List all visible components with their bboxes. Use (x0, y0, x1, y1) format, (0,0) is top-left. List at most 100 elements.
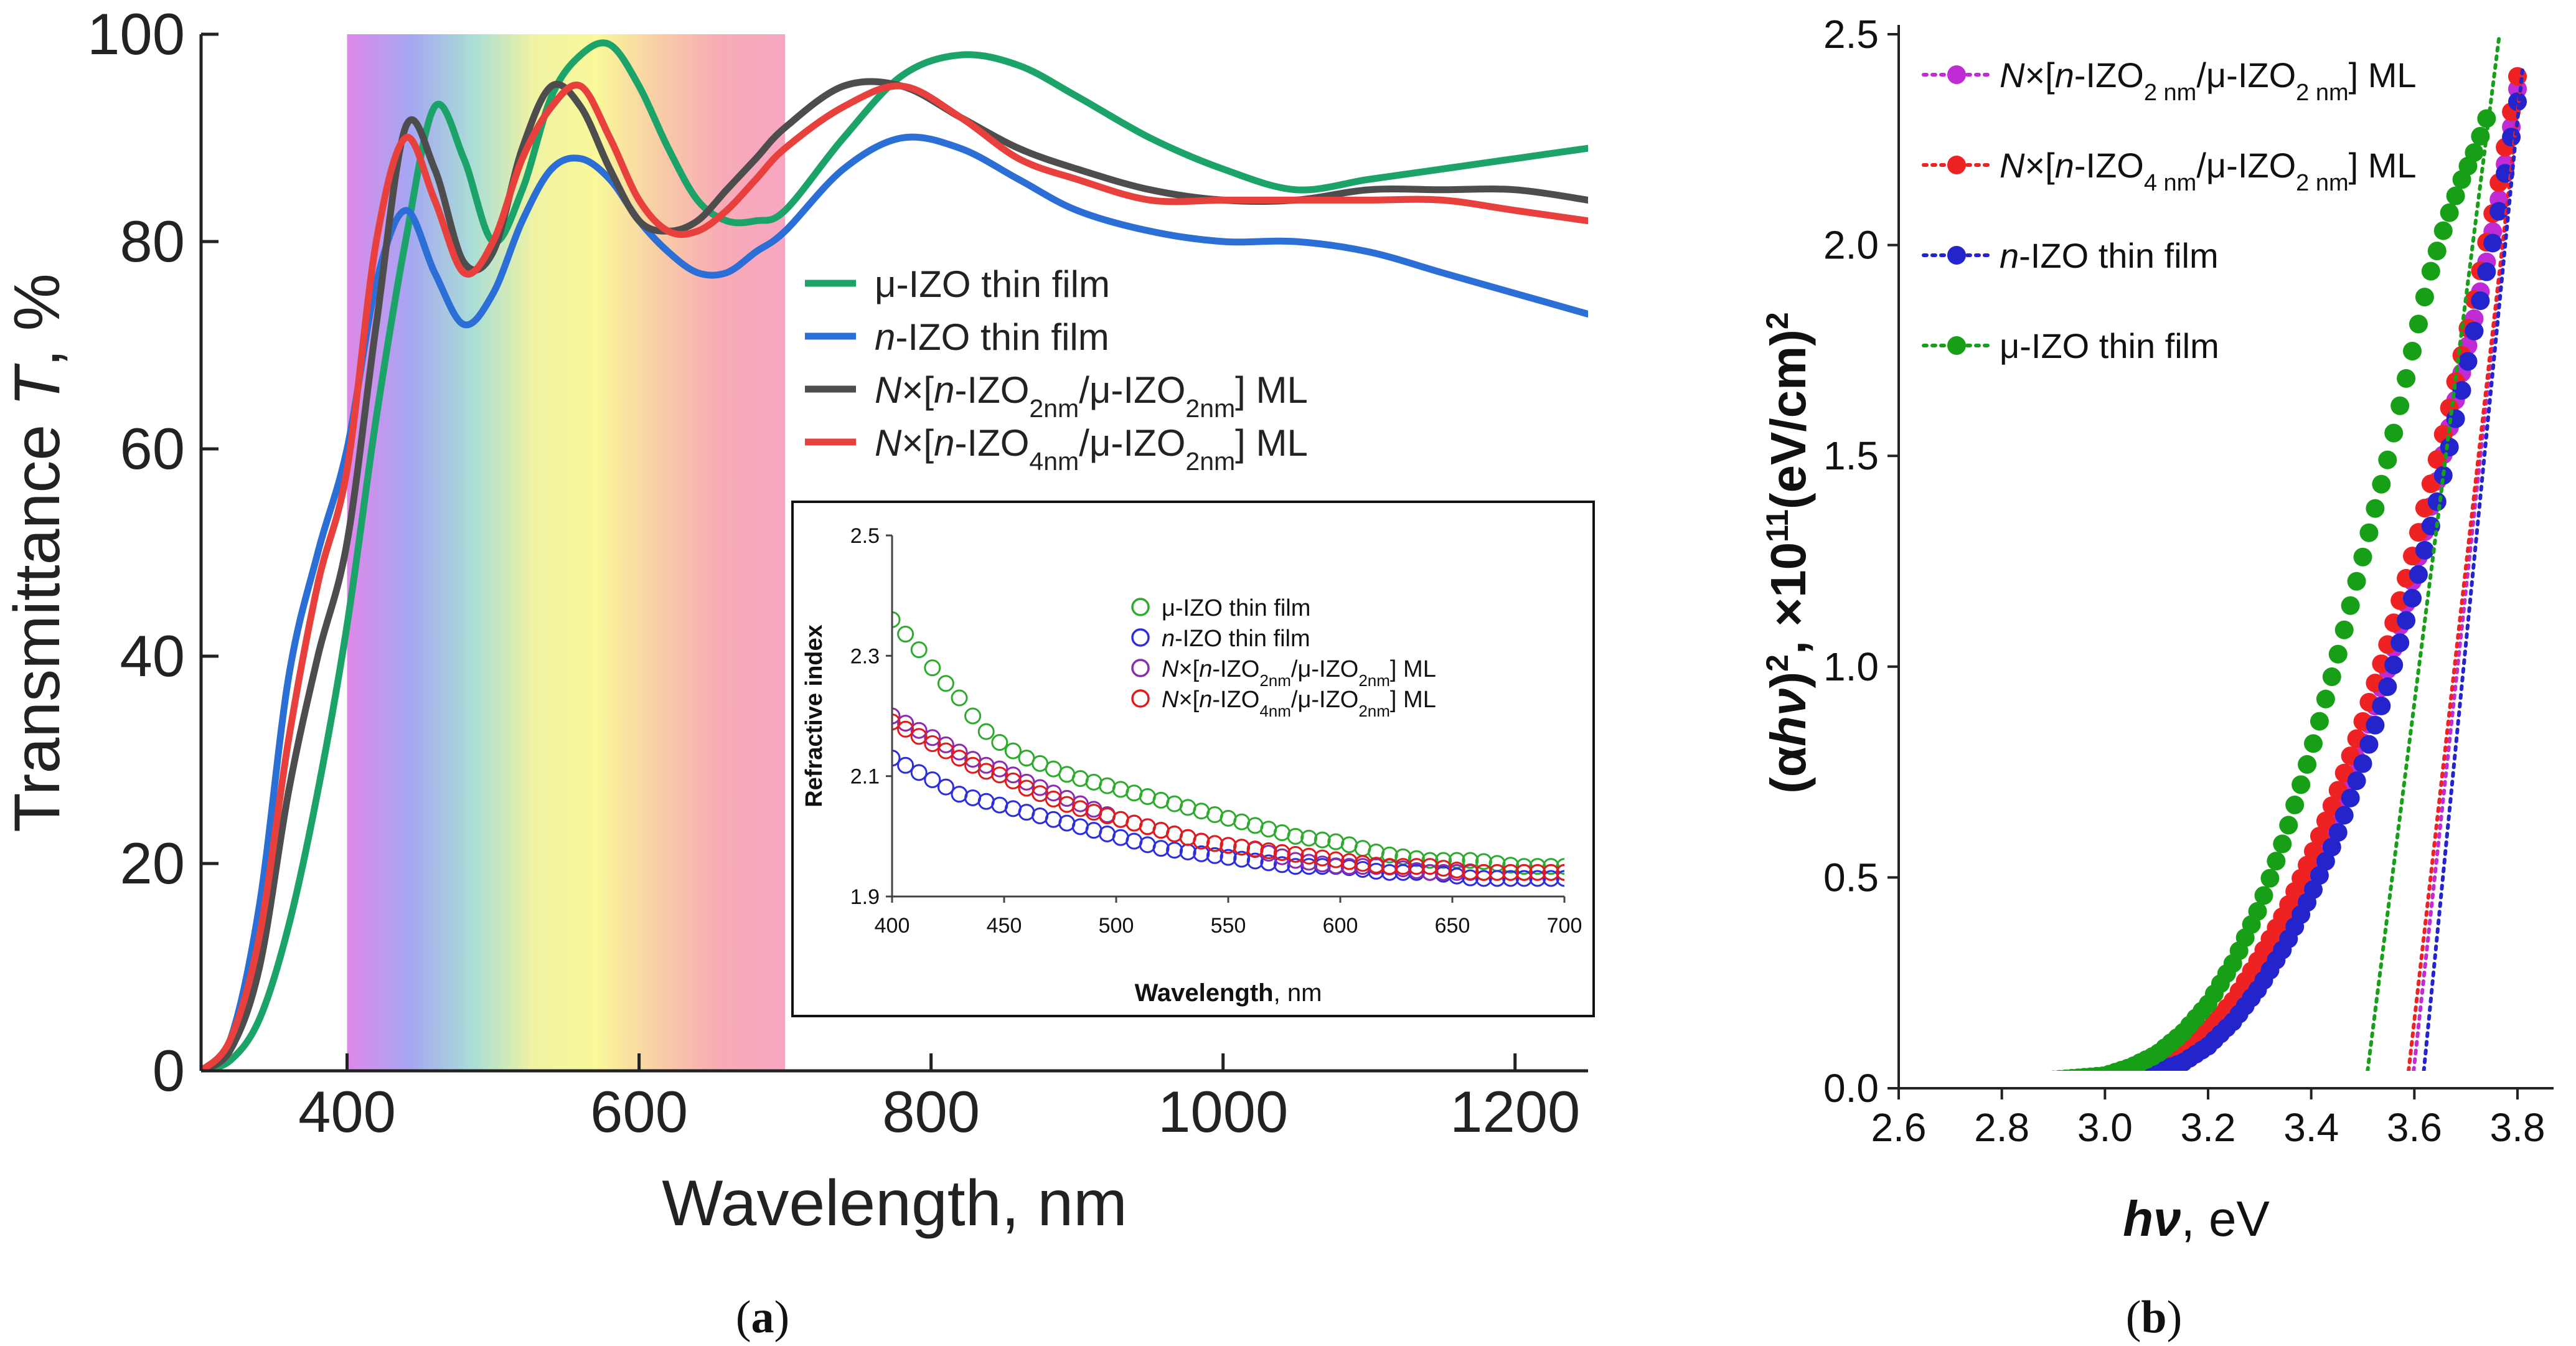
inset-point (1408, 850, 1425, 867)
data-point (2032, 1076, 2051, 1094)
data-point (2477, 262, 2496, 281)
label-part: ×[ (2024, 55, 2055, 95)
data-point (2452, 381, 2471, 400)
data-point (2328, 644, 2348, 664)
data-point (2279, 816, 2298, 835)
data-point (2372, 696, 2391, 715)
inset-point (1529, 870, 1546, 887)
inset-point (1381, 846, 1398, 864)
inset-point (1529, 864, 1546, 881)
data-point (2316, 689, 2335, 708)
inset-x-tick-label: 700 (1547, 914, 1582, 938)
legend-label: N×[n-IZO4nm/μ-IZO2nm] ML (875, 422, 1308, 476)
inset-point (951, 743, 968, 761)
inset-point (964, 751, 982, 768)
data-point (1970, 1076, 1988, 1095)
x-tick-label: 400 (298, 1079, 396, 1144)
data-point (2019, 1076, 2038, 1095)
y-tick-label: 1.0 (1823, 644, 1879, 689)
data-point (1995, 1075, 2013, 1093)
inset-point (1408, 858, 1425, 875)
inset-x-tick-label: 650 (1435, 914, 1470, 938)
data-point (2483, 233, 2503, 253)
inset-point (1004, 766, 1022, 784)
y-tick-label: 20 (120, 831, 185, 896)
data-point (2366, 499, 2385, 518)
inset-point (910, 728, 928, 745)
data-point (2026, 1076, 2044, 1095)
label-part: ] ML (2349, 146, 2417, 185)
panel-a-chart: 400 600 800 1000 1200 0 20 40 60 80 100 Wavelengt… (1, 1, 1595, 1240)
legend-label: N×[n-IZO4 nm/μ-IZO2 nm] ML (2000, 146, 2417, 196)
panel-b-caption: (b) (2126, 1292, 2182, 1343)
data-point (2353, 547, 2372, 567)
data-point (2260, 868, 2280, 888)
inset-point (1193, 845, 1210, 862)
inset-y-tick-label: 2.1 (850, 765, 880, 789)
inset-point (1246, 852, 1264, 870)
inset-point (897, 715, 914, 732)
y-tick-label: 0 (153, 1038, 185, 1103)
data-point (2341, 788, 2360, 807)
y-tick-label: 0.5 (1823, 855, 1879, 900)
label-part: 2 (1760, 312, 1795, 329)
inset-point (924, 659, 941, 677)
label-part: ) (1760, 672, 1816, 689)
inset-x-label-rest: , nm (1274, 979, 1322, 1007)
inset-point (897, 720, 914, 738)
inset-series-0 (892, 611, 1564, 875)
data-point (2397, 611, 2416, 630)
inset-point (1381, 858, 1398, 875)
data-point (2347, 572, 2366, 591)
label-part: 2nm (1259, 671, 1291, 690)
y-tick-label: 2.5 (1823, 12, 1879, 57)
data-point (2403, 588, 2422, 608)
data-point (2303, 880, 2323, 899)
inset-point (892, 611, 901, 628)
label-part: N (2000, 55, 2025, 95)
data-point (2328, 823, 2348, 842)
inset-x-tick-label: 500 (1099, 914, 1134, 938)
data-point (2038, 1075, 2057, 1094)
inset-point (1542, 864, 1559, 881)
data-point (2044, 1075, 2063, 1093)
data-point (2109, 1068, 2122, 1071)
inset-x-tick-label: 600 (1323, 914, 1358, 938)
data-point (2303, 734, 2323, 753)
inset-point (1421, 858, 1439, 875)
inset-y-axis-label: Refractive index (801, 624, 827, 807)
y-tick-label: 80 (120, 209, 185, 274)
x-tick-label: 3.4 (2283, 1105, 2339, 1150)
refractive-index-inset: 400 450 500 550 600 650 700 1.9 2.1 2.3 2.5 Wavel… (791, 501, 1595, 1017)
label-part: 2nm (1358, 671, 1390, 690)
data-point (2101, 1070, 2105, 1071)
data-point (2390, 633, 2410, 652)
data-point (2310, 827, 2329, 846)
label-part: /μ-IZO (2196, 55, 2296, 95)
panel-b-x-axis-label: hν, eV (2123, 1191, 2270, 1246)
inset-point (951, 689, 968, 707)
data-point (2489, 202, 2509, 221)
inset-x-tick-label: 400 (875, 914, 910, 938)
data-point (2372, 474, 2391, 494)
label-part: ] ML (1390, 687, 1436, 713)
inset-point (1300, 847, 1318, 865)
data-point (2334, 620, 2354, 639)
panel-a-y-axis-label: Transmittance T, % (1, 273, 73, 832)
data-point (2050, 1074, 2069, 1093)
inset-point (892, 707, 901, 725)
inset-point (892, 750, 901, 767)
inset-point (1475, 864, 1492, 881)
data-point (2415, 540, 2434, 560)
inset-point (937, 742, 954, 760)
data-point (2038, 1075, 2057, 1094)
inset-point (1502, 864, 1520, 881)
inset-point (1206, 847, 1223, 864)
inset-point (897, 626, 914, 643)
panel-a-y-label-italic: T (1, 363, 73, 407)
label-part: 4nm (1259, 702, 1291, 720)
panel-b-y-ticks: 0.0 0.5 1.0 1.5 2.0 2.5 (1823, 12, 1899, 1111)
series-line-2 (201, 78, 1588, 1071)
inset-point (951, 750, 968, 767)
data-point (2026, 1076, 2044, 1095)
